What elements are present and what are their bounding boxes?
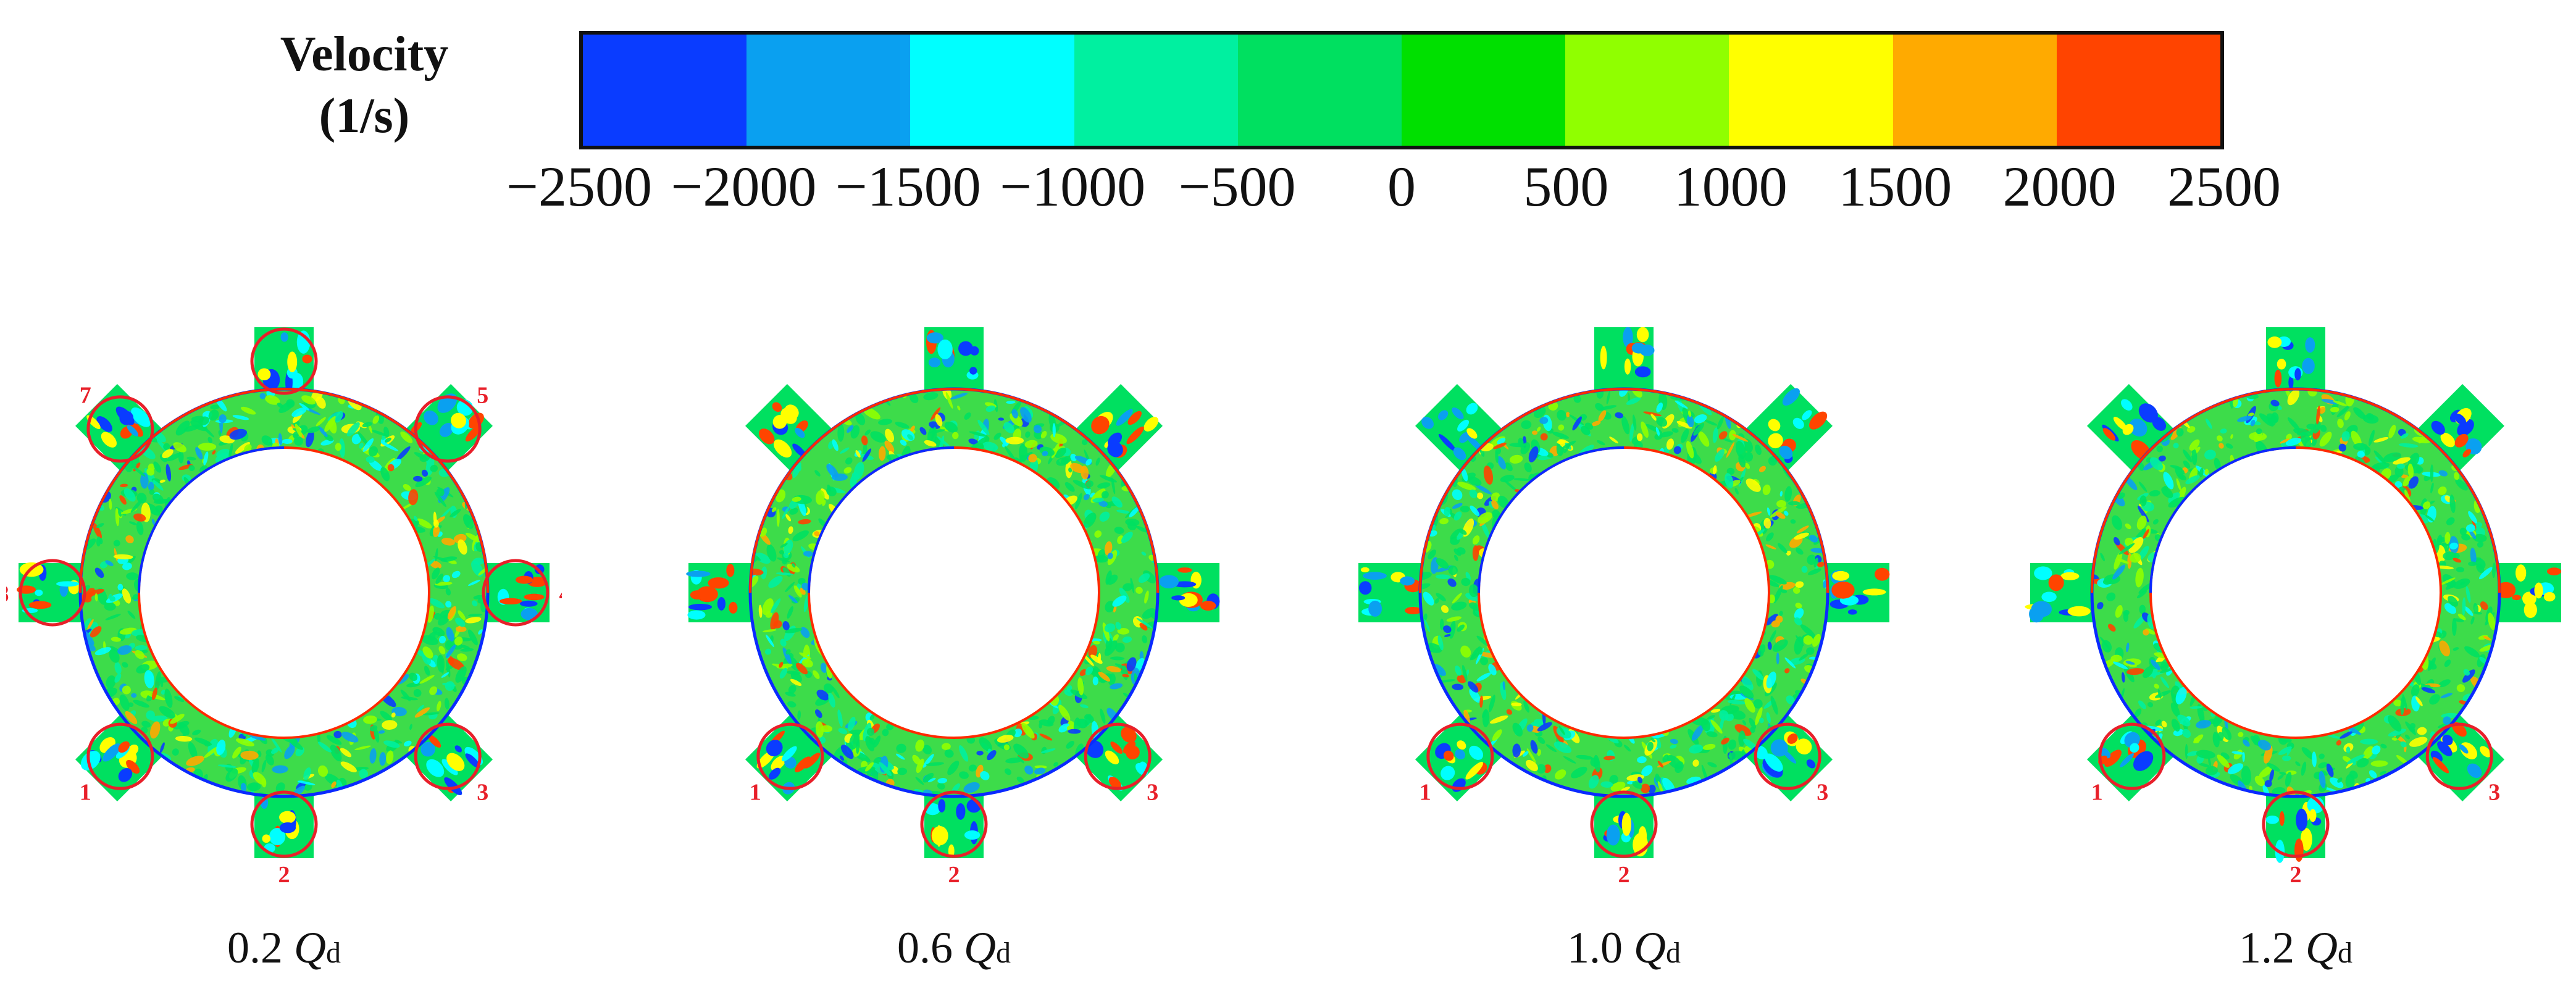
- panel-caption-symbol: Q: [294, 923, 326, 972]
- outlet-marker-label: 3: [477, 780, 488, 806]
- outlet-marker-label: 2: [278, 862, 290, 883]
- colorbar-tick-label: 1000: [1673, 155, 1788, 218]
- panel-caption-symbol: Q: [2306, 923, 2338, 972]
- outlet-marker-circle: [250, 790, 318, 858]
- colorbar-segment: [1565, 35, 1729, 146]
- inner-wall-blue: [1478, 446, 1625, 593]
- colorbar-tick-label: −1000: [1000, 155, 1146, 218]
- outlet-marker-circle: [86, 395, 154, 463]
- outlet-duct: [2265, 784, 2325, 863]
- colorbar: [579, 31, 2224, 149]
- outlet-marker-circle: [414, 395, 482, 463]
- outer-wall-red: [2091, 388, 2501, 593]
- outer-wall-red: [79, 388, 489, 593]
- outlet-marker-circle: [1426, 722, 1494, 790]
- outlet-marker-circle: [2262, 790, 2330, 858]
- colorbar-segment: [1402, 35, 1566, 146]
- outlet-duct: [924, 327, 984, 401]
- outlet-marker-label: 1: [80, 780, 91, 806]
- outlet-marker-label: 3: [1147, 780, 1158, 806]
- panel-caption: 1.2 Qd: [2239, 920, 2352, 981]
- outlet-marker-label: 1: [2091, 780, 2103, 806]
- outlet-duct: [2266, 327, 2325, 401]
- outlet-duct: [1594, 784, 1654, 858]
- outlet-marker-label: 3: [2488, 780, 2500, 806]
- colorbar-segment: [1074, 35, 1238, 146]
- panel-caption-value: 0.6: [897, 923, 964, 972]
- outer-wall-red: [749, 388, 1159, 593]
- colorbar-segment: [583, 35, 747, 146]
- velocity-contour-panel: 1 2 3: [686, 327, 1220, 883]
- inner-wall: [138, 446, 430, 739]
- colorbar-segment: [1892, 35, 2057, 146]
- panel-caption-value: 1.0: [1567, 923, 1634, 972]
- colorbar-tick-label: 0: [1387, 155, 1416, 218]
- panel-caption: 0.6 Qd: [897, 920, 1011, 981]
- colorbar-segment: [1729, 35, 1893, 146]
- outlet-marker-circle: [1084, 722, 1152, 790]
- inner-wall: [2149, 446, 2442, 739]
- inner-wall: [808, 446, 1100, 739]
- outlet-duct: [1594, 327, 1655, 401]
- outer-wall-red: [1419, 388, 1829, 593]
- colorbar-segment: [2056, 35, 2221, 146]
- outlet-marker-label: 5: [477, 382, 488, 408]
- inner-wall-blue: [2149, 446, 2296, 593]
- panel-caption-value: 0.2: [227, 923, 294, 972]
- outlet-marker-label: 1: [750, 780, 761, 806]
- colorbar-tick-label: 500: [1523, 155, 1609, 218]
- velocity-contour-panel: 1 2 3: [2025, 327, 2562, 883]
- panel-caption: 1.0 Qd: [1567, 920, 1681, 981]
- velocity-contour-panel: 1 2 3: [1358, 327, 1890, 883]
- outlet-marker-label: 2: [948, 862, 960, 883]
- outlet-marker-circle: [2425, 722, 2493, 790]
- outlet-marker-circle: [1754, 722, 1821, 790]
- outlet-marker-circle: [19, 559, 86, 627]
- colorbar-segment: [910, 35, 1074, 146]
- colorbar-segment: [1237, 35, 1402, 146]
- outlet-marker-circle: [920, 790, 988, 858]
- outlet-marker-circle: [414, 722, 482, 790]
- outlet-marker-circle: [2098, 722, 2166, 790]
- inner-wall: [1478, 446, 1770, 739]
- panel-caption-subscript: d: [2338, 937, 2352, 969]
- legend-title: Velocity (1/s): [204, 23, 525, 147]
- outlet-marker-label: 8: [6, 581, 9, 607]
- colorbar-segment: [746, 35, 911, 146]
- colorbar-tick-label: 2500: [2167, 155, 2281, 218]
- outlet-marker-label: 2: [2290, 862, 2302, 883]
- legend-title-line2: (1/s): [319, 89, 410, 143]
- colorbar-tick-label: −2500: [506, 155, 652, 218]
- outlet-marker-label: 4: [559, 581, 562, 607]
- panel-caption-symbol: Q: [1634, 923, 1666, 972]
- colorbar-tick-label: −2000: [671, 155, 817, 218]
- inner-wall-blue: [138, 446, 285, 593]
- panel-caption: 0.2 Qd: [227, 920, 341, 981]
- colorbar-tick-label: −1500: [835, 155, 981, 218]
- panel-caption-subscript: d: [996, 937, 1011, 969]
- outlet-duct: [924, 784, 984, 858]
- outlet-marker-label: 7: [80, 382, 91, 408]
- colorbar-tick-label: 2000: [2002, 155, 2117, 218]
- panel-caption-value: 1.2: [2239, 923, 2306, 972]
- outlet-marker-circle: [756, 722, 824, 790]
- panel-caption-subscript: d: [326, 937, 341, 969]
- outlet-marker-circle: [250, 327, 318, 395]
- colorbar-tick-label: 1500: [1838, 155, 1952, 218]
- inner-wall-blue: [808, 446, 955, 593]
- outlet-marker-label: 2: [1618, 862, 1630, 883]
- legend-title-line1: Velocity: [280, 27, 449, 81]
- outlet-duct: [254, 784, 314, 858]
- panel-caption-symbol: Q: [964, 923, 996, 972]
- velocity-contour-panel: 12345678: [6, 327, 562, 883]
- outlet-marker-circle: [1590, 790, 1658, 858]
- outlet-marker-label: 3: [1817, 780, 1828, 806]
- panel-caption-subscript: d: [1666, 937, 1681, 969]
- colorbar-tick-label: −500: [1178, 155, 1296, 218]
- colorbar-ticks: −2500 −2000 −1500 −1000 −500 0 500 1000 1500 2000…: [0, 156, 2576, 223]
- outlet-marker-circle: [482, 559, 550, 627]
- outlet-marker-circle: [86, 722, 154, 790]
- outlet-marker-label: 1: [1420, 780, 1431, 806]
